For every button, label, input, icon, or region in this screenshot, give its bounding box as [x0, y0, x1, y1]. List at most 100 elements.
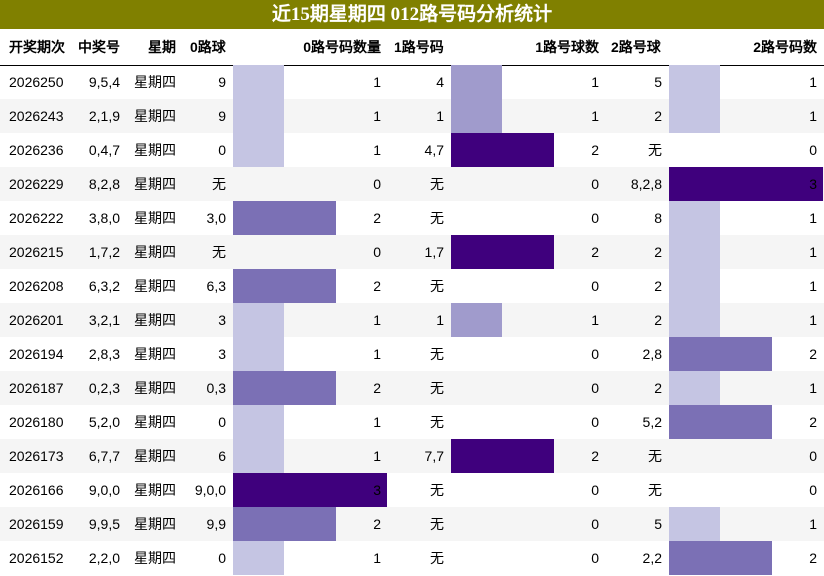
cell-number: 2,1,9	[88, 108, 120, 124]
cell-route2-balls: 2	[654, 108, 662, 124]
cell-route1-count: 2	[591, 448, 599, 464]
cell-route0-balls: 无	[212, 176, 226, 192]
cell-period: 2026201	[9, 312, 64, 328]
cell-number: 6,7,7	[88, 448, 120, 464]
bar-route2-count	[669, 541, 772, 575]
cell-route2-balls: 无	[648, 142, 662, 158]
cell-route2-balls: 2	[654, 380, 662, 396]
cell-weekday: 星期四	[134, 244, 176, 260]
cell-route2-count: 0	[809, 482, 817, 498]
table-row: 2026229 8,2,8 星期四 无 无 8,2,8 0 0 3	[0, 167, 824, 201]
header-route2-balls: 2路号球	[611, 39, 661, 55]
cell-route1-count: 1	[591, 312, 599, 328]
cell-route1-balls: 无	[430, 550, 444, 566]
cell-route0-balls: 9	[218, 74, 226, 90]
cell-weekday: 星期四	[134, 210, 176, 226]
cell-route1-count: 0	[591, 516, 599, 532]
cell-period: 2026180	[9, 414, 64, 430]
cell-period: 2026236	[9, 142, 64, 158]
bar-route2-count	[669, 405, 772, 439]
cell-route2-count: 1	[809, 278, 817, 294]
table-row: 2026194 2,8,3 星期四 3 无 2,8 1 0 2	[0, 337, 824, 371]
bar-route0-count	[233, 371, 336, 405]
cell-route0-balls: 0	[218, 550, 226, 566]
cell-weekday: 星期四	[134, 550, 176, 566]
cell-route1-balls: 7,7	[424, 448, 444, 464]
cell-route1-balls: 4	[436, 74, 444, 90]
bar-route2-count	[669, 201, 720, 235]
bar-route0-count	[233, 201, 336, 235]
bar-route2-count	[669, 167, 823, 201]
cell-route0-count: 3	[373, 482, 381, 498]
cell-route2-balls: 8,2,8	[630, 176, 662, 192]
header-route1-balls: 1路号码	[394, 39, 444, 55]
cell-route0-balls: 9	[218, 108, 226, 124]
bar-route2-count	[669, 337, 772, 371]
cell-route0-count: 1	[373, 414, 381, 430]
cell-route1-count: 0	[591, 346, 599, 362]
cell-route0-count: 0	[373, 244, 381, 260]
cell-route0-count: 2	[373, 380, 381, 396]
cell-route2-count: 1	[809, 516, 817, 532]
cell-weekday: 星期四	[134, 108, 176, 124]
cell-number: 2,8,3	[88, 346, 120, 362]
cell-number: 2,2,0	[88, 550, 120, 566]
cell-route1-count: 1	[591, 108, 599, 124]
cell-route2-count: 1	[809, 244, 817, 260]
cell-period: 2026194	[9, 346, 64, 362]
cell-route2-balls: 8	[654, 210, 662, 226]
cell-weekday: 星期四	[134, 278, 176, 294]
cell-route0-count: 1	[373, 74, 381, 90]
bar-route1-count	[451, 65, 502, 99]
cell-route2-balls: 2,8	[642, 346, 662, 362]
cell-route2-balls: 2	[654, 312, 662, 328]
cell-route1-count: 0	[591, 176, 599, 192]
cell-route0-balls: 3,0	[206, 210, 226, 226]
table-header: 开奖期次 中奖号 星期 0路球 0路号码数量 1路号码 1路号球数 2路号球 2…	[0, 29, 824, 66]
header-route0-count: 0路号码数量	[303, 39, 381, 55]
header-number: 中奖号	[78, 39, 120, 55]
cell-route1-count: 0	[591, 550, 599, 566]
cell-weekday: 星期四	[134, 142, 176, 158]
bar-route0-count	[233, 541, 284, 575]
cell-route0-balls: 0	[218, 142, 226, 158]
bar-route0-count	[233, 439, 284, 473]
table-row: 2026152 2,2,0 星期四 0 无 2,2 1 0 2	[0, 541, 824, 575]
cell-route1-balls: 1,7	[424, 244, 444, 260]
bar-route1-count	[451, 235, 554, 269]
cell-route1-balls: 无	[430, 176, 444, 192]
cell-route2-balls: 无	[648, 448, 662, 464]
cell-weekday: 星期四	[134, 414, 176, 430]
cell-period: 2026229	[9, 176, 64, 192]
cell-number: 5,2,0	[88, 414, 120, 430]
cell-period: 2026215	[9, 244, 64, 260]
cell-route0-balls: 9,9	[206, 516, 226, 532]
cell-route2-count: 1	[809, 74, 817, 90]
cell-number: 9,5,4	[88, 74, 120, 90]
cell-number: 9,0,0	[88, 482, 120, 498]
cell-period: 2026250	[9, 74, 64, 90]
bar-route0-count	[233, 405, 284, 439]
cell-route2-count: 2	[809, 414, 817, 430]
cell-route2-balls: 2	[654, 278, 662, 294]
cell-route0-balls: 3	[218, 346, 226, 362]
cell-number: 0,2,3	[88, 380, 120, 396]
cell-route2-count: 1	[809, 108, 817, 124]
cell-route0-count: 2	[373, 516, 381, 532]
cell-route1-balls: 4,7	[424, 142, 444, 158]
bar-route1-count	[451, 439, 554, 473]
cell-route1-balls: 无	[430, 482, 444, 498]
cell-route0-count: 0	[373, 176, 381, 192]
header-route2-count: 2路号码数	[753, 39, 817, 55]
cell-route2-count: 1	[809, 380, 817, 396]
cell-route2-count: 0	[809, 448, 817, 464]
cell-weekday: 星期四	[134, 346, 176, 362]
cell-period: 2026208	[9, 278, 64, 294]
cell-route1-count: 0	[591, 482, 599, 498]
cell-route0-balls: 0	[218, 414, 226, 430]
table-row: 2026159 9,9,5 星期四 9,9 无 5 2 0 1	[0, 507, 824, 541]
cell-route2-count: 2	[809, 346, 817, 362]
bar-route0-count	[233, 507, 336, 541]
bar-route2-count	[669, 303, 720, 337]
table-title: 近15期星期四 012路号码分析统计	[0, 0, 824, 29]
